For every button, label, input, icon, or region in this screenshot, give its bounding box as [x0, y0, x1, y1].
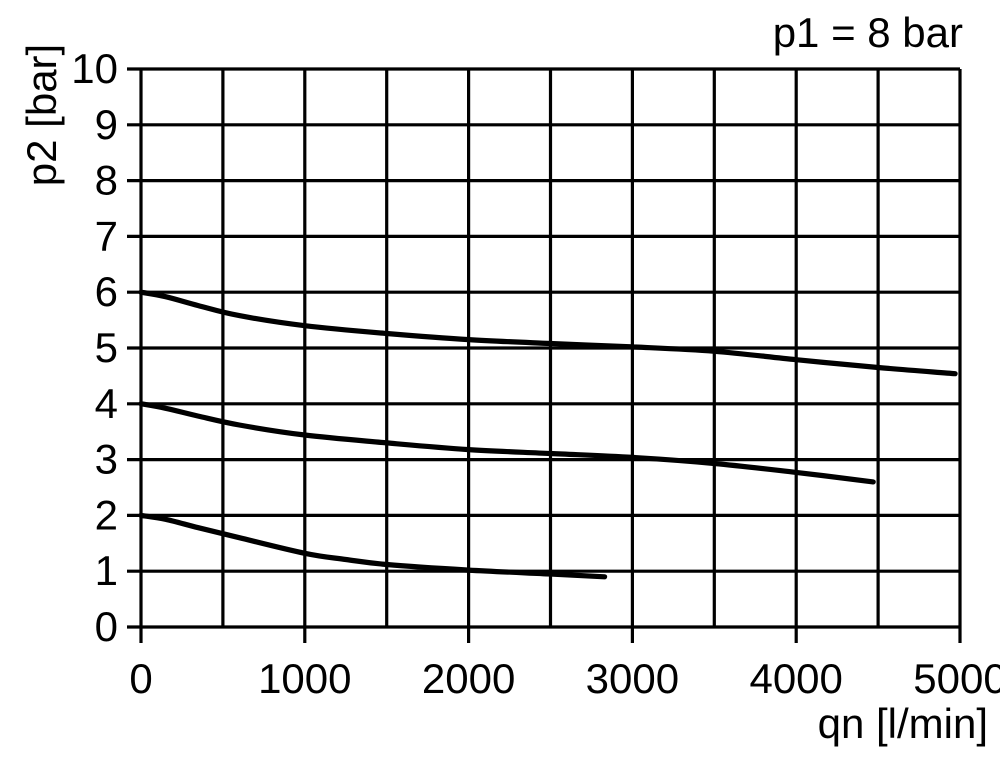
x-tick-label: 4000 — [749, 655, 842, 702]
curve-6-bar — [138, 289, 958, 377]
y-tick-label: 10 — [71, 45, 118, 92]
y-tick-label: 9 — [95, 101, 118, 148]
y-tick-label: 0 — [95, 603, 118, 650]
x-tick-label: 3000 — [586, 655, 679, 702]
y-tick-label: 3 — [95, 436, 118, 483]
curve-2-bar — [138, 512, 608, 580]
y-tick-label: 6 — [95, 268, 118, 315]
x-tick-label: 0 — [129, 655, 152, 702]
curve-4-bar — [138, 401, 876, 485]
y-tick-label: 4 — [95, 380, 118, 427]
y-tick-label: 8 — [95, 157, 118, 204]
y-tick-label: 7 — [95, 212, 118, 259]
x-tick-label: 2000 — [422, 655, 515, 702]
y-tick-label: 5 — [95, 324, 118, 371]
x-axis-label: qn [l/min] — [817, 700, 988, 747]
inlet-pressure-annotation: p1 = 8 bar — [772, 9, 963, 56]
y-tick-label: 1 — [95, 547, 118, 594]
x-tick-label: 1000 — [258, 655, 351, 702]
x-tick-label: 5000 — [913, 655, 1000, 702]
y-tick-label: 2 — [95, 491, 118, 538]
